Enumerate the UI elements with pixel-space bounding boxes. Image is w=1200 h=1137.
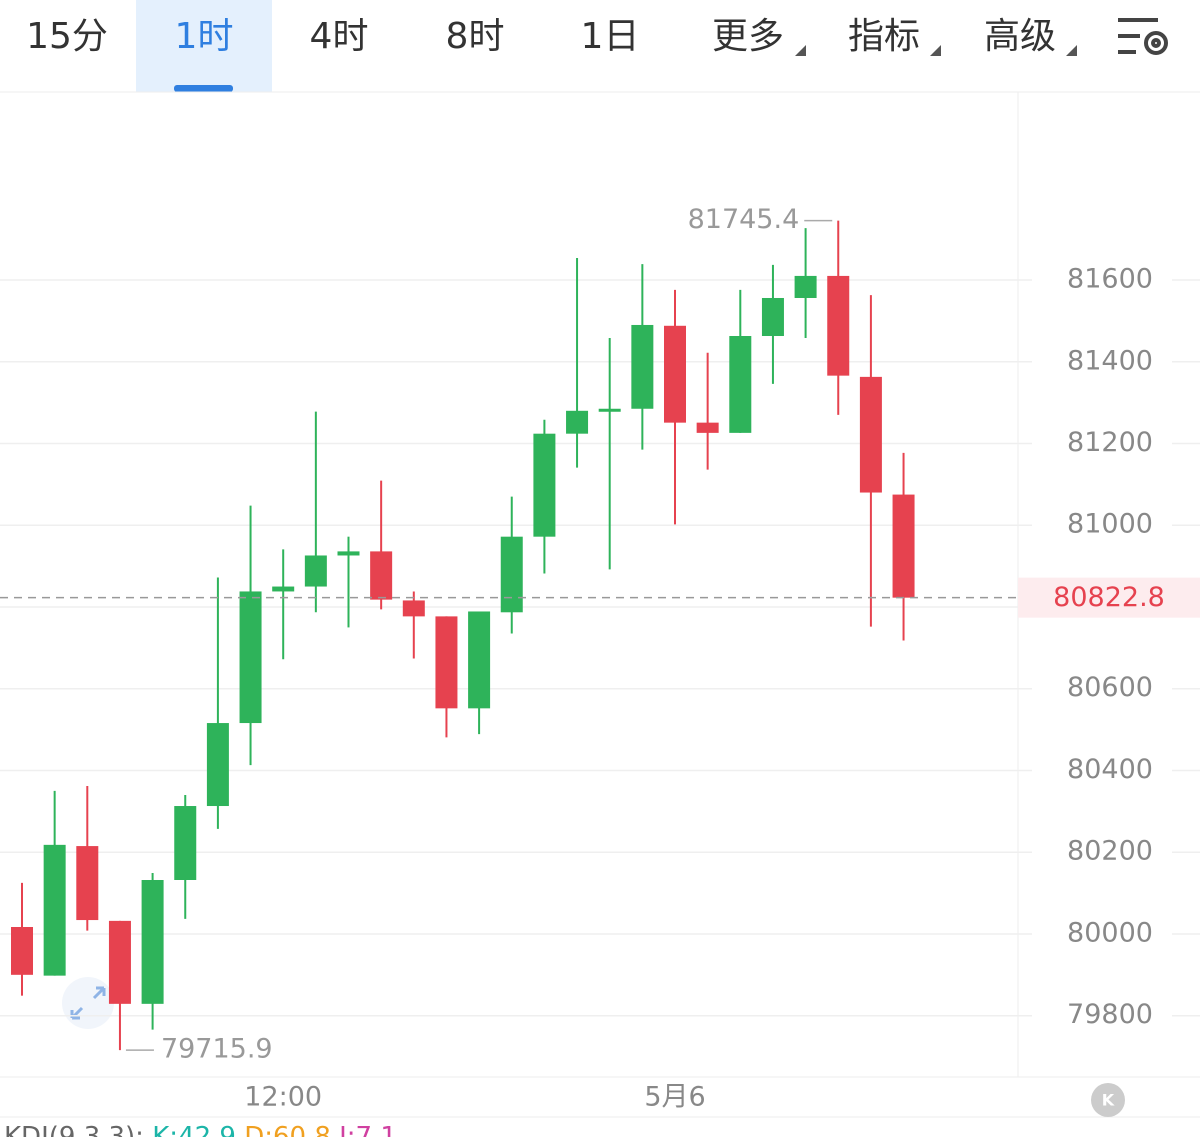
max-label: 81745.4 [688,204,800,235]
candle-body [206,723,229,807]
candle-body [141,880,164,1004]
tab[interactable]: 15分 [26,16,108,57]
last-price-label: 80822.8 [1053,582,1165,613]
candle-body [108,920,131,1004]
settings-icon[interactable] [1118,18,1168,55]
x-tick-label: 12:00 [244,1082,322,1113]
candle-body [761,297,784,337]
candle-body [827,275,850,376]
candle-body [435,616,458,709]
candle-body [76,846,99,921]
candle-body [631,324,654,409]
expand-icon [70,986,106,1020]
expand-button[interactable] [62,977,114,1029]
candle-body [43,844,66,976]
candle-body [533,433,556,537]
candle-body [664,325,686,423]
candle-body [272,586,295,592]
last-price-box [1018,577,1200,618]
candle-body [598,408,621,412]
candle-body [337,551,360,556]
candle-body [370,551,393,600]
y-tick-label: 80200 [1067,836,1153,867]
y-tick-label: 80400 [1067,754,1153,785]
tab[interactable]: 4时 [310,16,369,57]
candle-body [174,806,197,880]
candle-body [729,336,752,433]
candle-body [500,536,523,613]
y-tick-label: 80000 [1067,917,1153,948]
candle-body [696,422,719,433]
candle-body [892,494,915,598]
y-tick-label: 80600 [1067,672,1153,703]
candle-body [794,275,817,298]
k-button[interactable] [1091,1083,1125,1117]
candle-body [566,410,589,434]
candle-body [402,600,425,617]
tab[interactable]: 高级 [984,16,1056,57]
x-tick-label: 5月6 [644,1082,705,1113]
y-tick-label: 81000 [1067,509,1153,540]
tab[interactable]: 8时 [446,16,505,57]
min-label: 79715.9 [161,1034,273,1065]
indicator-d: D:60.8 [244,1122,331,1137]
tab[interactable]: 1时 [175,16,234,57]
candle-body [859,376,882,493]
dropdown-arrows [795,45,1077,56]
candle-body [468,611,491,709]
y-tick-label: 81400 [1067,345,1153,376]
indicator-name: KDJ(9,3,3): [4,1122,144,1137]
tab-highlight [136,0,272,92]
y-tick-label: 81200 [1067,427,1153,458]
tab[interactable]: 更多 [712,16,784,57]
candle-body [239,591,262,724]
tab[interactable]: 1日 [581,16,640,57]
tab-underline [174,85,233,92]
k-icon: K [1102,1091,1115,1110]
candle-body [11,927,33,975]
indicator-j: J:7.1 [337,1122,397,1137]
y-tick-label: 81600 [1067,264,1153,295]
y-tick-label: 79800 [1067,999,1153,1030]
candle-body [304,555,327,587]
indicator-label: KDJ(9,3,3): K:42.9 D:60.8 J:7.1 [4,1122,397,1137]
tab[interactable]: 指标 [848,16,920,57]
indicator-k: K:42.9 [152,1122,236,1137]
